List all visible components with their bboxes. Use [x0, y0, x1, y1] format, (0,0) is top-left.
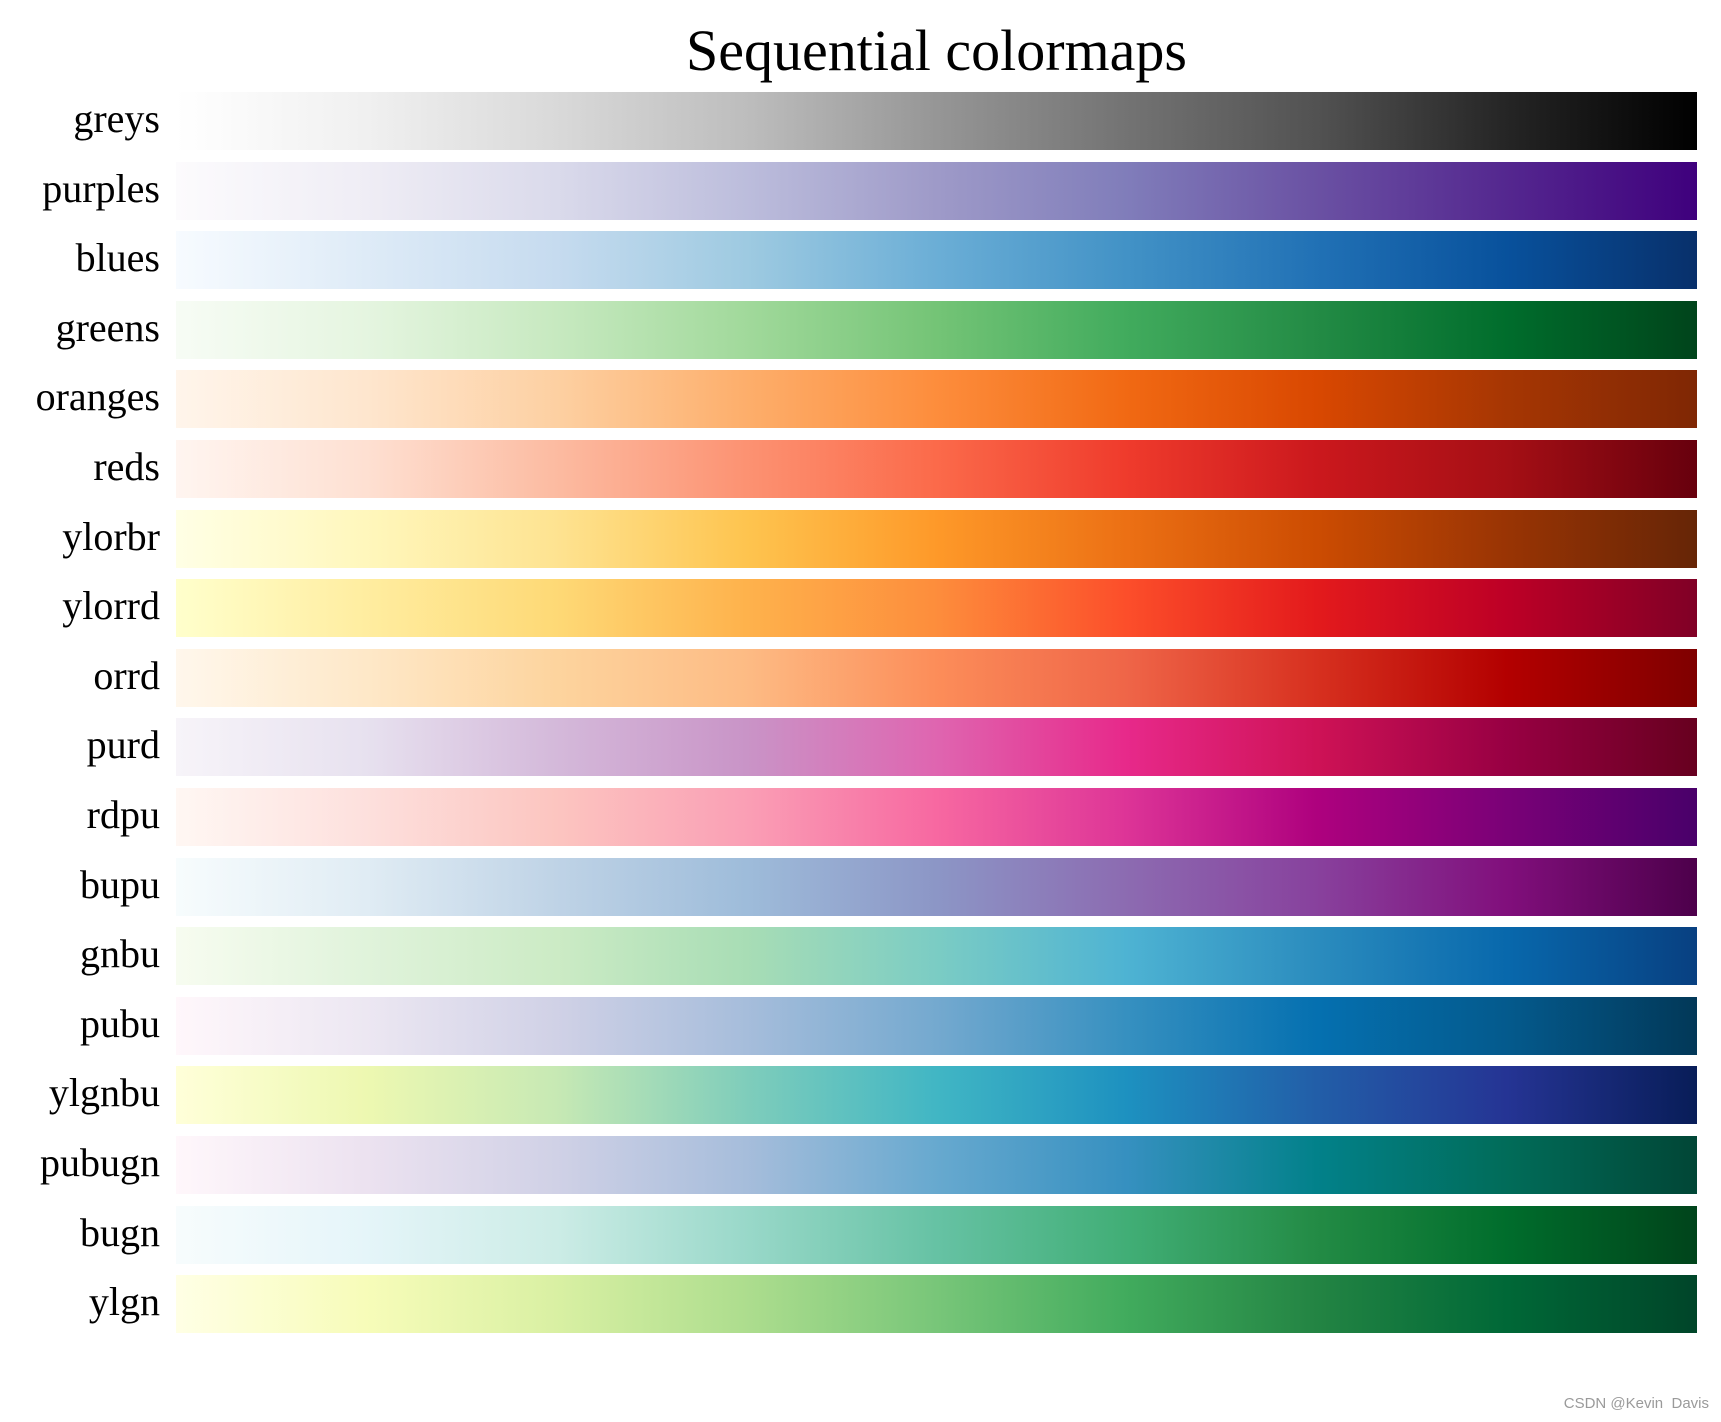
colormap-row-orrd: orrd	[0, 648, 1721, 707]
colormap-row-bugn: bugn	[0, 1205, 1721, 1264]
colormap-label: bugn	[80, 1209, 160, 1255]
colormap-label: pubu	[80, 1000, 160, 1046]
colormap-label: bupu	[80, 861, 160, 907]
colormap-bar-ylorbr	[176, 509, 1697, 568]
colormap-label: rdpu	[86, 792, 160, 837]
colormap-label: oranges	[35, 374, 160, 420]
colormap-bar-bupu	[176, 857, 1697, 916]
colormap-bar-ylgnbu	[176, 1066, 1697, 1125]
colormap-label: ylgn	[88, 1279, 160, 1325]
colormap-row-gnbu: gnbu	[0, 927, 1721, 986]
colormap-row-pubu: pubu	[0, 996, 1721, 1055]
colormap-row-ylgnbu: ylgnbu	[0, 1066, 1721, 1125]
colormap-row-reds: reds	[0, 440, 1721, 498]
colormap-bar-orrd	[176, 648, 1697, 707]
colormap-label: ylorbr	[62, 513, 160, 559]
chart-title: Sequential colormaps	[686, 18, 1187, 83]
colormap-bar-ylgn	[176, 1275, 1697, 1334]
colormap-bar-ylorrd	[176, 579, 1697, 638]
colormap-label: ylgnbu	[48, 1070, 160, 1116]
colormap-label: greens	[55, 304, 160, 350]
colormap-label: greys	[73, 96, 160, 141]
colormap-bar-purples	[176, 161, 1697, 220]
watermark: CSDN @Kevin Davis	[1563, 1395, 1709, 1412]
colormap-row-ylgn: ylgn	[0, 1275, 1721, 1334]
colormap-row-ylorbr: ylorbr	[0, 509, 1721, 568]
colormap-label: blues	[75, 235, 160, 281]
colormap-bar-gnbu	[176, 927, 1697, 986]
colormap-bar-bugn	[176, 1205, 1697, 1264]
colormap-row-ylorrd: ylorrd	[0, 579, 1721, 638]
colormap-row-oranges: oranges	[0, 370, 1721, 429]
colormap-label: reds	[93, 444, 160, 489]
colormap-row-blues: blues	[0, 231, 1721, 290]
colormap-bar-greens	[176, 300, 1697, 359]
colormap-row-greens: greens	[0, 300, 1721, 359]
colormap-label: gnbu	[80, 931, 160, 977]
colormap-bar-oranges	[176, 370, 1697, 429]
colormap-label: pubugn	[40, 1140, 160, 1185]
colormap-bar-pubugn	[176, 1136, 1697, 1194]
colormap-bar-greys	[176, 92, 1697, 150]
colormap-bar-purd	[176, 718, 1697, 777]
colormap-bar-rdpu	[176, 788, 1697, 846]
colormap-row-greys: greys	[0, 92, 1721, 150]
colormap-label: ylorrd	[62, 583, 160, 629]
colormap-bar-blues	[176, 231, 1697, 290]
colormap-row-bupu: bupu	[0, 857, 1721, 916]
colormap-label: orrd	[93, 652, 160, 698]
colormap-row-pubugn: pubugn	[0, 1136, 1721, 1194]
colormap-row-rdpu: rdpu	[0, 788, 1721, 846]
colormap-bar-pubu	[176, 996, 1697, 1055]
colormap-row-purples: purples	[0, 161, 1721, 220]
colormap-bar-reds	[176, 440, 1697, 498]
colormap-label: purd	[86, 722, 160, 768]
colormap-label: purples	[42, 165, 160, 211]
colormap-row-purd: purd	[0, 718, 1721, 777]
